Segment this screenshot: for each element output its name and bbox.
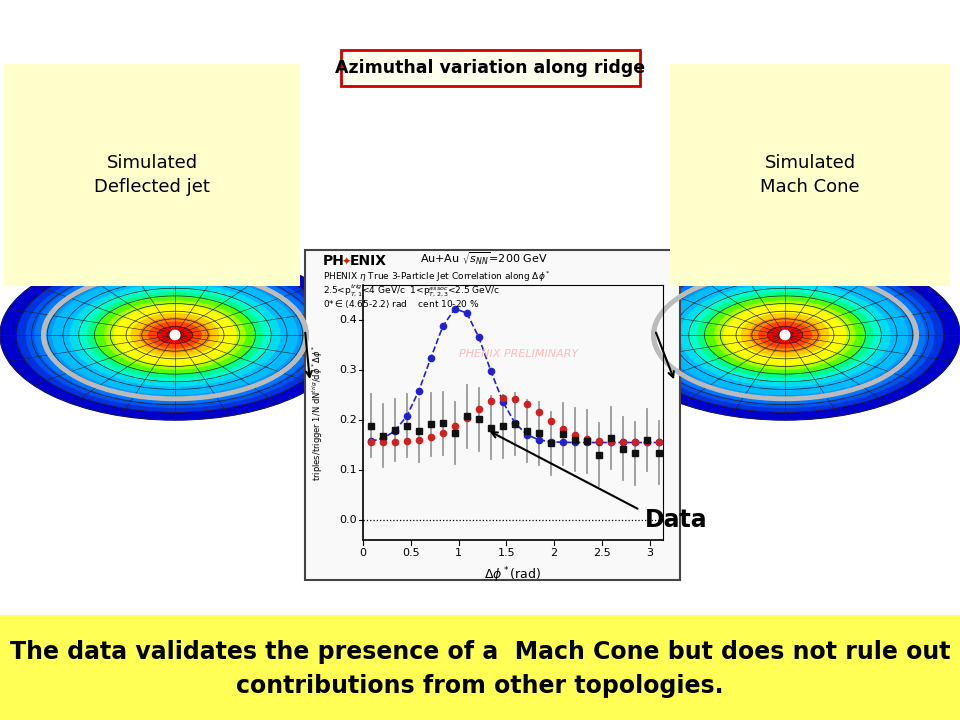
Ellipse shape xyxy=(628,258,943,412)
Text: 0.5: 0.5 xyxy=(402,548,420,558)
Text: 0.3: 0.3 xyxy=(340,365,357,375)
Text: PHENIX $\eta$ True 3-Particle Jet Correlation along $\Delta\phi^*$: PHENIX $\eta$ True 3-Particle Jet Correl… xyxy=(323,269,551,284)
Text: 3: 3 xyxy=(646,548,653,558)
Ellipse shape xyxy=(777,330,794,339)
Text: The data validates the presence of a  Mach Cone but does not rule out: The data validates the presence of a Mac… xyxy=(10,640,950,664)
Ellipse shape xyxy=(96,297,253,373)
Text: Simulated
Deflected jet: Simulated Deflected jet xyxy=(94,154,210,196)
Ellipse shape xyxy=(654,271,916,399)
Text: Azimuthal variation along ridge: Azimuthal variation along ridge xyxy=(335,59,645,77)
Text: 0.0: 0.0 xyxy=(340,515,357,525)
Ellipse shape xyxy=(113,305,236,365)
Ellipse shape xyxy=(9,254,341,415)
Text: 2.5: 2.5 xyxy=(593,548,611,558)
Ellipse shape xyxy=(105,301,245,369)
Text: ENIX: ENIX xyxy=(350,254,387,268)
Ellipse shape xyxy=(61,280,289,390)
Ellipse shape xyxy=(688,288,881,382)
Text: 0: 0 xyxy=(359,548,367,558)
Text: PHENIX PRELIMINARY: PHENIX PRELIMINARY xyxy=(460,349,579,359)
Ellipse shape xyxy=(0,250,350,420)
Text: Data: Data xyxy=(645,508,708,532)
Text: Simulated
Mach Cone: Simulated Mach Cone xyxy=(760,154,860,196)
Text: 2.5<p$_{T,1}^{trig}$<4 GeV/c  1<p$_{T,2,3}^{assoc}$<2.5 GeV/c: 2.5<p$_{T,1}^{trig}$<4 GeV/c 1<p$_{T,2,3… xyxy=(323,283,500,299)
Ellipse shape xyxy=(140,318,210,352)
Text: 2: 2 xyxy=(550,548,558,558)
Text: triples/trigger 1/N dN$^{trig}$/d$\phi^*\Delta\phi^*$: triples/trigger 1/N dN$^{trig}$/d$\phi^*… xyxy=(311,344,325,481)
Text: $\Delta\phi^*$(rad): $\Delta\phi^*$(rad) xyxy=(485,565,541,585)
Ellipse shape xyxy=(70,284,280,386)
Ellipse shape xyxy=(53,276,298,395)
Ellipse shape xyxy=(610,250,960,420)
Ellipse shape xyxy=(79,288,272,382)
Text: Au+Au $\sqrt{s_{NN}}$=200 GeV: Au+Au $\sqrt{s_{NN}}$=200 GeV xyxy=(420,251,548,266)
Ellipse shape xyxy=(715,301,855,369)
Ellipse shape xyxy=(645,267,925,403)
Ellipse shape xyxy=(732,310,837,361)
Ellipse shape xyxy=(741,314,828,356)
FancyBboxPatch shape xyxy=(341,50,639,86)
Ellipse shape xyxy=(724,305,847,365)
Ellipse shape xyxy=(767,326,803,343)
Text: 0*$\in\langle$4.65-2.2$\rangle$ rad    cent 10-20 %: 0*$\in\langle$4.65-2.2$\rangle$ rad cent… xyxy=(323,299,480,310)
Text: 0.4: 0.4 xyxy=(339,315,357,325)
Ellipse shape xyxy=(17,258,332,412)
Ellipse shape xyxy=(780,330,790,340)
FancyBboxPatch shape xyxy=(0,615,960,720)
Ellipse shape xyxy=(132,314,219,356)
Ellipse shape xyxy=(123,310,228,361)
Ellipse shape xyxy=(170,330,180,340)
Ellipse shape xyxy=(26,263,324,408)
Ellipse shape xyxy=(671,280,899,390)
Ellipse shape xyxy=(707,297,864,373)
Ellipse shape xyxy=(35,267,315,403)
Ellipse shape xyxy=(619,254,951,415)
Ellipse shape xyxy=(166,330,183,339)
Text: 1.5: 1.5 xyxy=(497,548,516,558)
Ellipse shape xyxy=(662,276,907,395)
Ellipse shape xyxy=(758,323,811,348)
Text: 1: 1 xyxy=(455,548,462,558)
FancyBboxPatch shape xyxy=(305,250,680,580)
Ellipse shape xyxy=(680,284,890,386)
Ellipse shape xyxy=(750,318,820,352)
Ellipse shape xyxy=(636,263,934,408)
Text: contributions from other topologies.: contributions from other topologies. xyxy=(236,674,724,698)
Ellipse shape xyxy=(87,292,262,377)
Ellipse shape xyxy=(157,326,193,343)
Text: 0.1: 0.1 xyxy=(340,465,357,475)
Ellipse shape xyxy=(698,292,873,377)
Ellipse shape xyxy=(44,271,306,399)
Ellipse shape xyxy=(149,323,202,348)
Text: ✦: ✦ xyxy=(342,257,351,267)
Text: PH: PH xyxy=(323,254,345,268)
Text: 0.2: 0.2 xyxy=(339,415,357,425)
